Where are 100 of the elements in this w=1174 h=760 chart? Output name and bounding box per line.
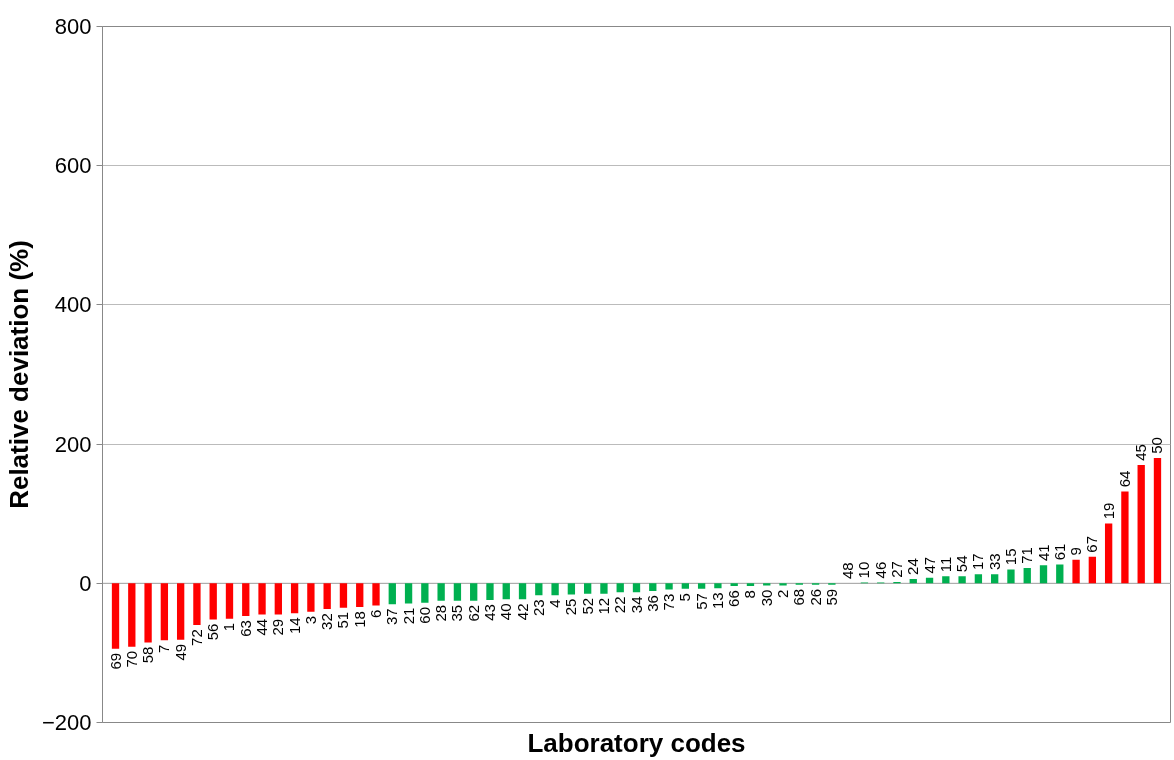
bar — [339, 583, 348, 608]
bar — [209, 583, 217, 620]
x-tick-label: 71 — [1018, 547, 1036, 564]
x-tick-label: 52 — [578, 597, 596, 615]
x-tick-label: 34 — [627, 596, 645, 614]
x-tick-label: 44 — [253, 618, 271, 636]
x-tick-label: 3 — [301, 616, 319, 625]
bar — [958, 576, 966, 584]
x-tick-label: 63 — [236, 620, 254, 637]
bar — [1056, 564, 1064, 584]
bar — [176, 583, 185, 640]
x-tick-label: 64 — [1115, 470, 1133, 488]
x-tick-label: 41 — [1034, 544, 1052, 562]
x-tick-label: 45 — [1132, 444, 1150, 461]
bar — [518, 583, 527, 600]
x-tick-label: 6 — [367, 609, 385, 619]
x-tick-label: 60 — [415, 606, 433, 624]
x-tick-label: 54 — [953, 555, 971, 573]
bar — [779, 583, 787, 586]
bar — [225, 583, 234, 619]
bar — [242, 583, 250, 617]
x-tick-label: 72 — [187, 629, 205, 646]
bar — [258, 583, 266, 615]
bar — [1137, 464, 1145, 584]
bar — [1088, 556, 1097, 584]
bar — [290, 583, 299, 614]
bar — [421, 583, 429, 603]
x-tick-label: 17 — [969, 553, 987, 571]
x-tick-label: 4 — [546, 599, 564, 608]
x-tick-label: 1 — [220, 622, 238, 632]
x-tick-label: 49 — [171, 643, 189, 661]
bar — [714, 583, 722, 589]
bar — [1104, 523, 1113, 584]
x-tick-label: 66 — [725, 590, 743, 607]
bar — [470, 583, 478, 601]
x-tick-label: 26 — [806, 588, 824, 606]
bar — [1007, 569, 1015, 584]
bar — [307, 583, 315, 612]
bar — [746, 583, 755, 587]
x-tick-label: 69 — [106, 652, 124, 670]
x-tick-label: 73 — [660, 593, 678, 611]
x-tick-label: 61 — [1050, 543, 1068, 561]
x-tick-label: 7 — [155, 644, 173, 653]
y-tick-label: 200 — [54, 431, 92, 457]
bar — [535, 583, 543, 596]
x-tick-label: 2 — [774, 589, 792, 598]
x-tick-label: 68 — [790, 588, 808, 606]
bar — [1072, 559, 1080, 584]
bar — [730, 583, 738, 587]
bar — [1039, 565, 1048, 584]
x-tick-label: 46 — [871, 561, 889, 579]
bar — [372, 583, 380, 606]
bar — [991, 574, 999, 584]
bar — [974, 574, 983, 584]
x-tick-label: 27 — [887, 561, 905, 578]
x-tick-label: 18 — [350, 611, 368, 628]
bar — [1121, 491, 1129, 584]
bar — [632, 583, 641, 593]
x-tick-label: 24 — [904, 558, 922, 575]
x-tick-label: 13 — [708, 592, 726, 610]
bar — [1153, 458, 1162, 584]
x-tick-label: 21 — [399, 607, 417, 625]
bar — [584, 583, 592, 594]
x-tick-label: 50 — [1148, 437, 1166, 454]
bar — [665, 583, 673, 590]
x-tick-label: 67 — [1083, 535, 1101, 553]
x-tick-label: 25 — [562, 598, 580, 616]
bar — [144, 583, 152, 643]
x-tick-label: 10 — [855, 561, 873, 579]
y-tick-label: 600 — [54, 153, 92, 179]
x-tick-label: 37 — [383, 608, 401, 626]
bar — [128, 583, 136, 647]
x-tick-label: 33 — [985, 553, 1003, 571]
bar — [1023, 567, 1031, 584]
x-tick-label: 12 — [594, 597, 612, 615]
x-tick-label: 43 — [480, 604, 498, 621]
x-tick-label: 15 — [1001, 548, 1019, 566]
y-tick-label: 800 — [54, 14, 92, 39]
x-tick-label: 35 — [448, 604, 466, 622]
bar — [763, 583, 771, 586]
x-tick-label: 40 — [497, 603, 515, 621]
x-tick-label: 56 — [204, 623, 222, 641]
x-tick-label: 47 — [920, 556, 938, 574]
bar — [681, 583, 689, 589]
bar — [388, 583, 396, 605]
x-axis-title: Laboratory codes — [527, 727, 746, 758]
x-tick-label: 14 — [285, 617, 303, 635]
x-tick-label: 30 — [757, 589, 775, 607]
x-tick-label: 11 — [936, 556, 954, 573]
bar — [404, 583, 413, 604]
bar — [160, 583, 169, 641]
bar — [600, 583, 608, 594]
bar — [193, 583, 201, 626]
x-tick-label: 36 — [643, 595, 661, 612]
x-tick-label: 8 — [741, 590, 759, 599]
y-tick-label: 400 — [54, 292, 92, 318]
bar — [323, 583, 331, 610]
bar — [649, 583, 657, 591]
x-tick-label: 29 — [269, 618, 287, 636]
x-tick-label: 58 — [139, 646, 157, 664]
